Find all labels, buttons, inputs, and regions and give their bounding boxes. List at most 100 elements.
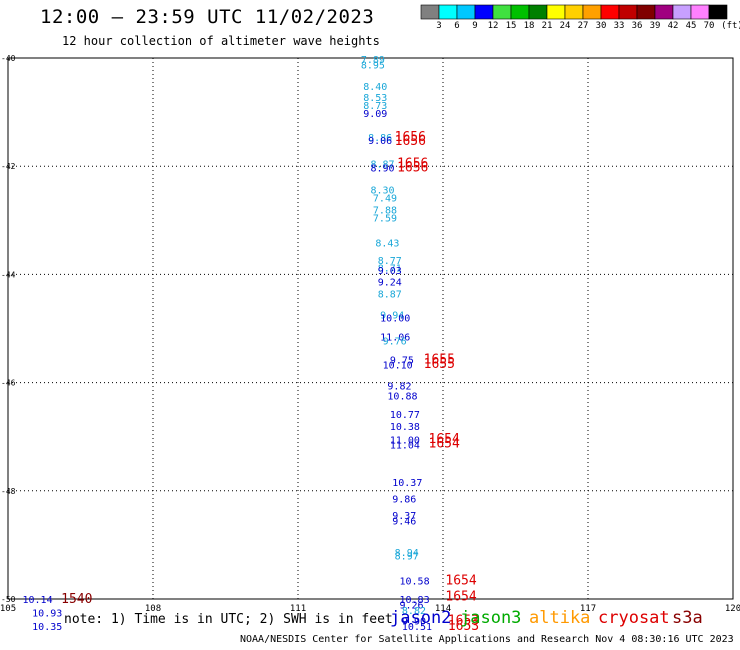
plot-frame [7,57,734,600]
colorbar-tick-label: 42 [667,21,679,31]
wave-height-value: 10.38 [390,422,420,433]
wave-height-value: 10.83 [400,595,430,606]
wave-height-value: 9.03 [378,266,402,277]
wave-height-value: 8.87 [371,159,395,170]
colorbar-tick-label: 15 [505,21,517,31]
colorbar-tick-label: 3 [436,21,442,31]
x-tick-label: 120 [725,604,740,614]
wave-height-value: 1655 [424,352,455,367]
wave-height-value: 10.10 [383,361,413,372]
wave-height-value: 9.24 [378,277,402,288]
x-tick-label: 111 [290,604,306,614]
wave-height-value: 8.71 [378,263,402,274]
wave-height-value: 11.06 [380,333,410,344]
colorbar-tick-label: 24 [559,21,571,31]
wave-height-value: 10.93 [32,609,62,620]
y-tick-label: -44 [1,270,16,279]
wave-height-value: 1656 [397,160,428,175]
wave-height-value: 10.58 [400,577,430,588]
wave-height-value: 10.77 [390,410,420,421]
colorbar-tick-label: 33 [613,21,625,31]
colorbar-tick-label: 6 [454,21,460,31]
colorbar-tick-label: 45 [685,21,697,31]
wave-height-value: 1654 [445,589,476,604]
wave-height-value: 9.37 [392,511,416,522]
wave-height-value: 9.76 [383,336,407,347]
wave-height-value: 1654 [445,574,476,589]
chart-subtitle: 12 hour collection of altimeter wave hei… [62,34,380,48]
colorbar-tick-label: 27 [577,21,589,31]
wave-height-value: 8.40 [363,82,387,93]
wave-height-value: 8.86 [368,133,392,144]
wave-height-value: 1654 [429,432,460,447]
footer-note: note: 1) Time is in UTC; 2) SWH is in fe… [64,612,393,627]
wave-height-value: 10.37 [392,478,422,489]
wave-height-value: 1655 [424,357,455,372]
colorbar-tick-label: 21 [541,21,553,31]
wave-height-value: 1656 [397,156,428,171]
chart-title: 12:00 – 23:59 UTC 11/02/2023 [40,6,375,28]
legend-jason2: jason2 [390,608,452,628]
y-tick-label: -48 [1,487,16,496]
wave-height-value: 9.06 [368,136,392,147]
legend-jason3: jason3 [460,608,522,628]
colorbar-swatch [708,4,728,20]
x-tick-label: 117 [580,604,596,614]
wave-height-value: 8.77 [378,256,402,267]
wave-height-value: 1656 [395,134,426,149]
y-tick-label: -40 [1,54,16,63]
wave-height-value: 8.73 [363,101,387,112]
y-tick-label: -46 [1,379,16,388]
wave-height-value: 7.59 [373,214,397,225]
colorbar-tick-label: 9 [472,21,478,31]
colorbar-tick-label: 36 [631,21,643,31]
wave-height-value: 8.97 [395,552,419,563]
wave-height-value: 8.87 [378,289,402,300]
wave-height-value: 8.90 [371,163,395,174]
wave-height-value: 1656 [395,130,426,145]
wave-height-value: 9.26 [400,600,424,611]
wave-height-value: 10.88 [387,392,417,403]
wave-height-value: 7.49 [373,194,397,205]
wave-height-value: 8.94 [395,548,419,559]
wave-height-value: 9.94 [380,310,404,321]
wave-height-value: 7.88 [373,205,397,216]
wave-height-value: 9.90 [402,617,426,628]
wave-height-value: 10.35 [32,622,62,633]
wave-height-colorbar [420,4,728,20]
wave-height-value: 1654 [429,437,460,452]
legend-cryosat: cryosat [598,608,670,628]
legend-altika: altika [529,608,591,628]
x-tick-label: 108 [145,604,161,614]
wave-height-value: 8.53 [363,93,387,104]
colorbar-tick-label: 70 [703,21,715,31]
wave-height-value: 7.89 [361,55,385,66]
wave-height-value: 10.14 [23,595,53,606]
wave-height-value: 8.82 [402,606,426,617]
wave-height-value: 9.82 [387,381,411,392]
wave-height-value: 9.86 [392,494,416,505]
wave-height-value: 9.09 [363,109,387,120]
y-tick-label: -42 [1,162,16,171]
colorbar-unit: (ft) [721,21,740,31]
wave-height-value: 8.30 [371,185,395,196]
footer-credit: NOAA/NESDIS Center for Satellite Applica… [240,634,734,645]
wave-height-value: 1540 [61,592,92,607]
y-tick-label: -50 [1,595,16,604]
x-tick-label: 105 [0,604,16,614]
colorbar-tick-label: 30 [595,21,607,31]
wave-height-value: 11.00 [390,435,420,446]
wave-height-value: 9.75 [390,355,414,366]
wave-height-value: 10.00 [380,314,410,325]
legend-s3a: s3a [672,608,703,628]
wave-height-value: 9.46 [392,517,416,528]
wave-height-value: 11.04 [390,440,420,451]
wave-height-value: 8.95 [361,60,385,71]
colorbar-tick-label: 12 [487,21,499,31]
wave-height-value: 8.43 [375,238,399,249]
x-tick-label: 114 [435,604,451,614]
wave-height-value: 10.51 [402,622,432,633]
wave-height-value: 1653 [448,614,479,629]
